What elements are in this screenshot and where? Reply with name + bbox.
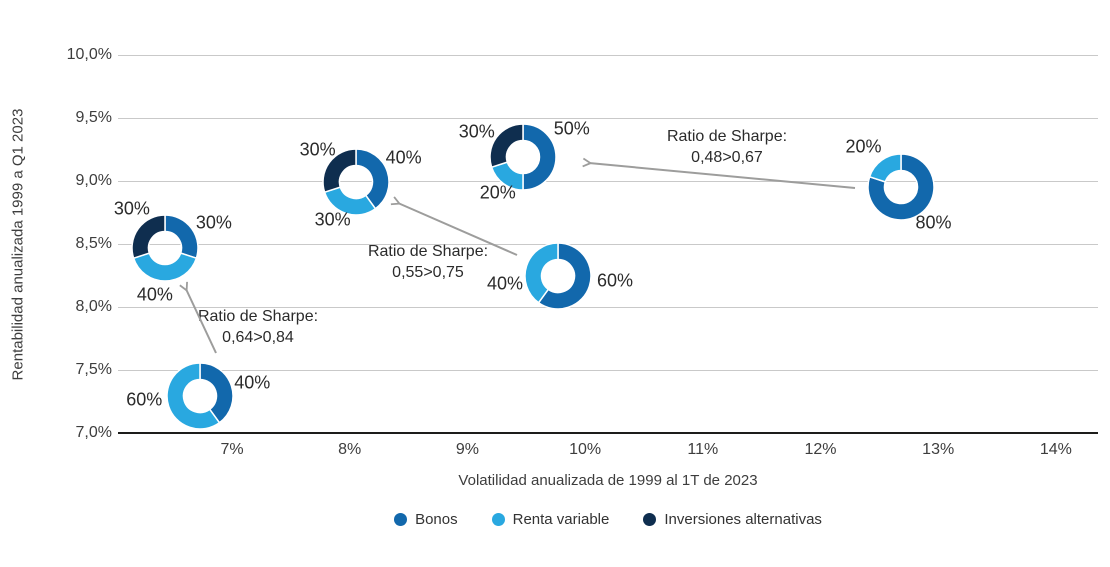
sharpe-annotation-line: Ratio de Sharpe: bbox=[197, 308, 319, 325]
segment-label: 30% bbox=[458, 121, 495, 142]
donut-segment-bonos bbox=[164, 214, 199, 259]
sharpe-annotation-line: 0,64>0,84 bbox=[222, 329, 294, 346]
donut-segment-bonos bbox=[537, 241, 592, 310]
segment-label: 40% bbox=[136, 284, 173, 305]
sharpe-annotation: Ratio de Sharpe: 0,48>0,67 bbox=[667, 126, 787, 168]
x-tick-label: 14% bbox=[1039, 441, 1072, 458]
segment-label: 30% bbox=[113, 198, 150, 219]
gridline bbox=[118, 370, 1098, 371]
donut-segment-bonos bbox=[199, 362, 234, 425]
legend-dot-bonos-icon bbox=[394, 513, 408, 526]
y-tick-label: 9,0% bbox=[75, 172, 112, 189]
legend-item-renta: Renta variable bbox=[491, 511, 610, 528]
gridline bbox=[118, 181, 1098, 182]
segment-label: 40% bbox=[385, 147, 422, 168]
legend-label: Inversiones alternativas bbox=[664, 511, 822, 528]
portfolio-donut bbox=[488, 123, 557, 191]
donut-segment-renta bbox=[868, 153, 902, 184]
y-tick-label: 7,0% bbox=[75, 424, 112, 441]
donut-segment-renta bbox=[166, 362, 221, 431]
y-tick-label: 8,0% bbox=[75, 298, 112, 315]
sharpe-annotation-line: 0,48>0,67 bbox=[691, 149, 763, 166]
x-tick-label: 13% bbox=[922, 441, 955, 458]
segment-label: 30% bbox=[195, 212, 232, 233]
gridline bbox=[118, 55, 1098, 56]
portfolio-donut bbox=[524, 241, 592, 310]
gridline bbox=[118, 244, 1098, 245]
x-tick-label: 9% bbox=[455, 441, 479, 458]
segment-label: 60% bbox=[126, 389, 163, 410]
segment-label: 60% bbox=[597, 270, 634, 290]
segment-label: 20% bbox=[845, 136, 882, 157]
legend-item-alternativas: Inversiones alternativas bbox=[643, 511, 822, 528]
x-tick-label: 8% bbox=[338, 441, 362, 458]
segment-label: 40% bbox=[487, 273, 524, 293]
gridline bbox=[118, 307, 1098, 308]
sharpe-annotation: Ratio de Sharpe: 0,55>0,75 bbox=[368, 241, 488, 283]
sharpe-annotation-line: Ratio de Sharpe: bbox=[666, 128, 788, 145]
y-tick-label: 10,0% bbox=[66, 46, 112, 63]
donut-segment-alternativas bbox=[131, 214, 166, 259]
portfolio-donut bbox=[321, 148, 390, 216]
sharpe-annotation: Ratio de Sharpe: 0,64>0,84 bbox=[198, 306, 318, 348]
x-tick-label: 11% bbox=[687, 441, 719, 458]
legend-label: Bonos bbox=[415, 511, 458, 528]
y-tick-label: 8,5% bbox=[75, 235, 112, 252]
x-tick-label: 10% bbox=[569, 441, 602, 458]
donut-segment-alternativas bbox=[488, 123, 524, 169]
legend-dot-alternativas-icon bbox=[643, 513, 657, 526]
donut-segment-bonos bbox=[354, 148, 390, 210]
gridline bbox=[118, 118, 1098, 119]
segment-label: 30% bbox=[314, 209, 351, 230]
y-tick-label: 7,5% bbox=[75, 361, 112, 378]
legend-item-bonos: Bonos bbox=[394, 511, 458, 528]
segment-label: 30% bbox=[299, 139, 336, 160]
segment-label: 50% bbox=[553, 118, 590, 139]
segment-label: 20% bbox=[479, 182, 516, 203]
sharpe-annotation-line: 0,55>0,75 bbox=[392, 264, 464, 281]
portfolio-donut bbox=[166, 362, 234, 431]
donut-segment-bonos bbox=[866, 153, 935, 222]
legend-label: Renta variable bbox=[512, 511, 610, 528]
donut-segment-renta bbox=[132, 251, 198, 282]
portfolio-donut bbox=[131, 214, 199, 282]
x-tick-label: 7% bbox=[220, 441, 244, 458]
x-axis-title: Volatilidad anualizada de 1999 al 1T de … bbox=[458, 472, 758, 489]
x-axis-line bbox=[118, 432, 1098, 434]
portfolio-donut bbox=[866, 153, 935, 222]
y-tick-label: 9,5% bbox=[75, 109, 112, 126]
donut-segment-alternativas bbox=[321, 148, 357, 194]
sharpe-annotation-line: Ratio de Sharpe: bbox=[367, 243, 489, 260]
donut-segment-renta bbox=[524, 241, 559, 304]
donut-segment-bonos bbox=[521, 123, 557, 191]
legend-dot-renta-icon bbox=[491, 513, 505, 526]
legend: Bonos Renta variable Inversiones alternati… bbox=[118, 511, 1098, 528]
segment-label: 40% bbox=[234, 372, 271, 393]
x-tick-label: 12% bbox=[804, 441, 837, 458]
segment-label: 80% bbox=[915, 212, 952, 233]
